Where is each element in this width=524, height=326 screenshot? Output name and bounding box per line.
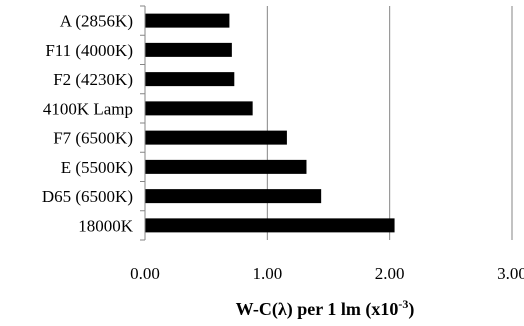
y-tick-label: D65 (6500K) [42,187,133,206]
x-axis-title: W-C(λ) per 1 lm (x10-3) [236,297,415,320]
bar [145,42,232,57]
y-tick-labels: A (2856K) F11 (4000K) F2 (4230K) 4100K Lamp… [42,12,134,236]
y-tick-label: 4100K Lamp [43,99,133,118]
bar [145,72,235,87]
y-tick-label: F7 (6500K) [53,129,133,148]
bars [145,13,395,233]
bar [145,130,287,145]
y-tick-label: F2 (4230K) [53,70,133,89]
bar [145,159,307,174]
y-tick-label: F11 (4000K) [45,41,133,60]
y-tick-label: 18000K [78,216,134,235]
bar [145,101,253,116]
bar [145,218,395,233]
x-tick-labels: 0.00 1.00 2.00 3.00 [130,264,524,283]
x-tick-label: 0.00 [130,264,160,283]
y-tick-label: A (2856K) [60,12,133,31]
gridlines [266,6,513,240]
y-axis-ticks [140,5,145,241]
x-tick-label: 1.00 [252,264,282,283]
y-tick-label: E (5500K) [61,158,133,177]
x-tick-label: 2.00 [375,264,405,283]
x-tick-label: 3.00 [497,264,524,283]
bar [145,189,322,204]
bar [145,13,230,28]
